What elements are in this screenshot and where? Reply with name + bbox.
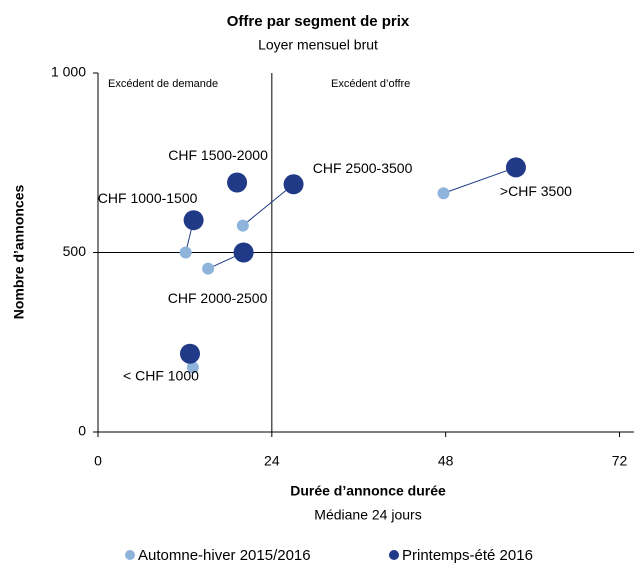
point: [179, 246, 192, 259]
y-axis-label: Nombre d’annonces: [11, 185, 27, 320]
point: [233, 242, 254, 263]
legend-label: Automne-hiver 2015/2016: [138, 547, 311, 564]
point: [227, 172, 248, 193]
x-tick-label: 48: [438, 453, 454, 469]
point: [202, 262, 215, 275]
chart-subtitle: Loyer mensuel brut: [258, 37, 378, 53]
point: [283, 174, 304, 195]
x-tick-label: 72: [612, 453, 628, 469]
legend-label: Printemps-été 2016: [402, 547, 533, 564]
point: [179, 343, 200, 364]
point: [186, 361, 199, 374]
annotation: Excédent d’offre: [331, 78, 410, 90]
x-axis-sublabel: Médiane 24 jours: [314, 507, 421, 523]
legend-marker: [389, 550, 399, 560]
x-axis-label: Durée d’annonce durée: [290, 483, 446, 499]
point-label: >CHF 3500: [500, 183, 572, 199]
point-label: CHF 2000-2500: [168, 290, 268, 306]
point: [437, 187, 450, 200]
annotation: Excédent de demande: [108, 78, 218, 90]
chart-title: Offre par segment de prix: [227, 13, 410, 30]
point-label: < CHF 1000: [123, 367, 199, 383]
y-tick-label: 1 000: [51, 64, 86, 80]
point-label: CHF 1500-2000: [168, 147, 268, 163]
connector: [242, 183, 294, 226]
point: [236, 219, 249, 232]
point-label: CHF 1000-1500: [98, 190, 198, 206]
connector: [443, 166, 517, 194]
x-tick-label: 24: [264, 453, 280, 469]
legend-marker: [125, 550, 135, 560]
x-tick-label: 0: [94, 453, 102, 469]
y-tick-label: 0: [78, 423, 86, 439]
point: [505, 157, 526, 178]
y-tick-label: 500: [63, 243, 87, 259]
point-label: CHF 2500-3500: [313, 160, 413, 176]
point: [183, 210, 204, 231]
